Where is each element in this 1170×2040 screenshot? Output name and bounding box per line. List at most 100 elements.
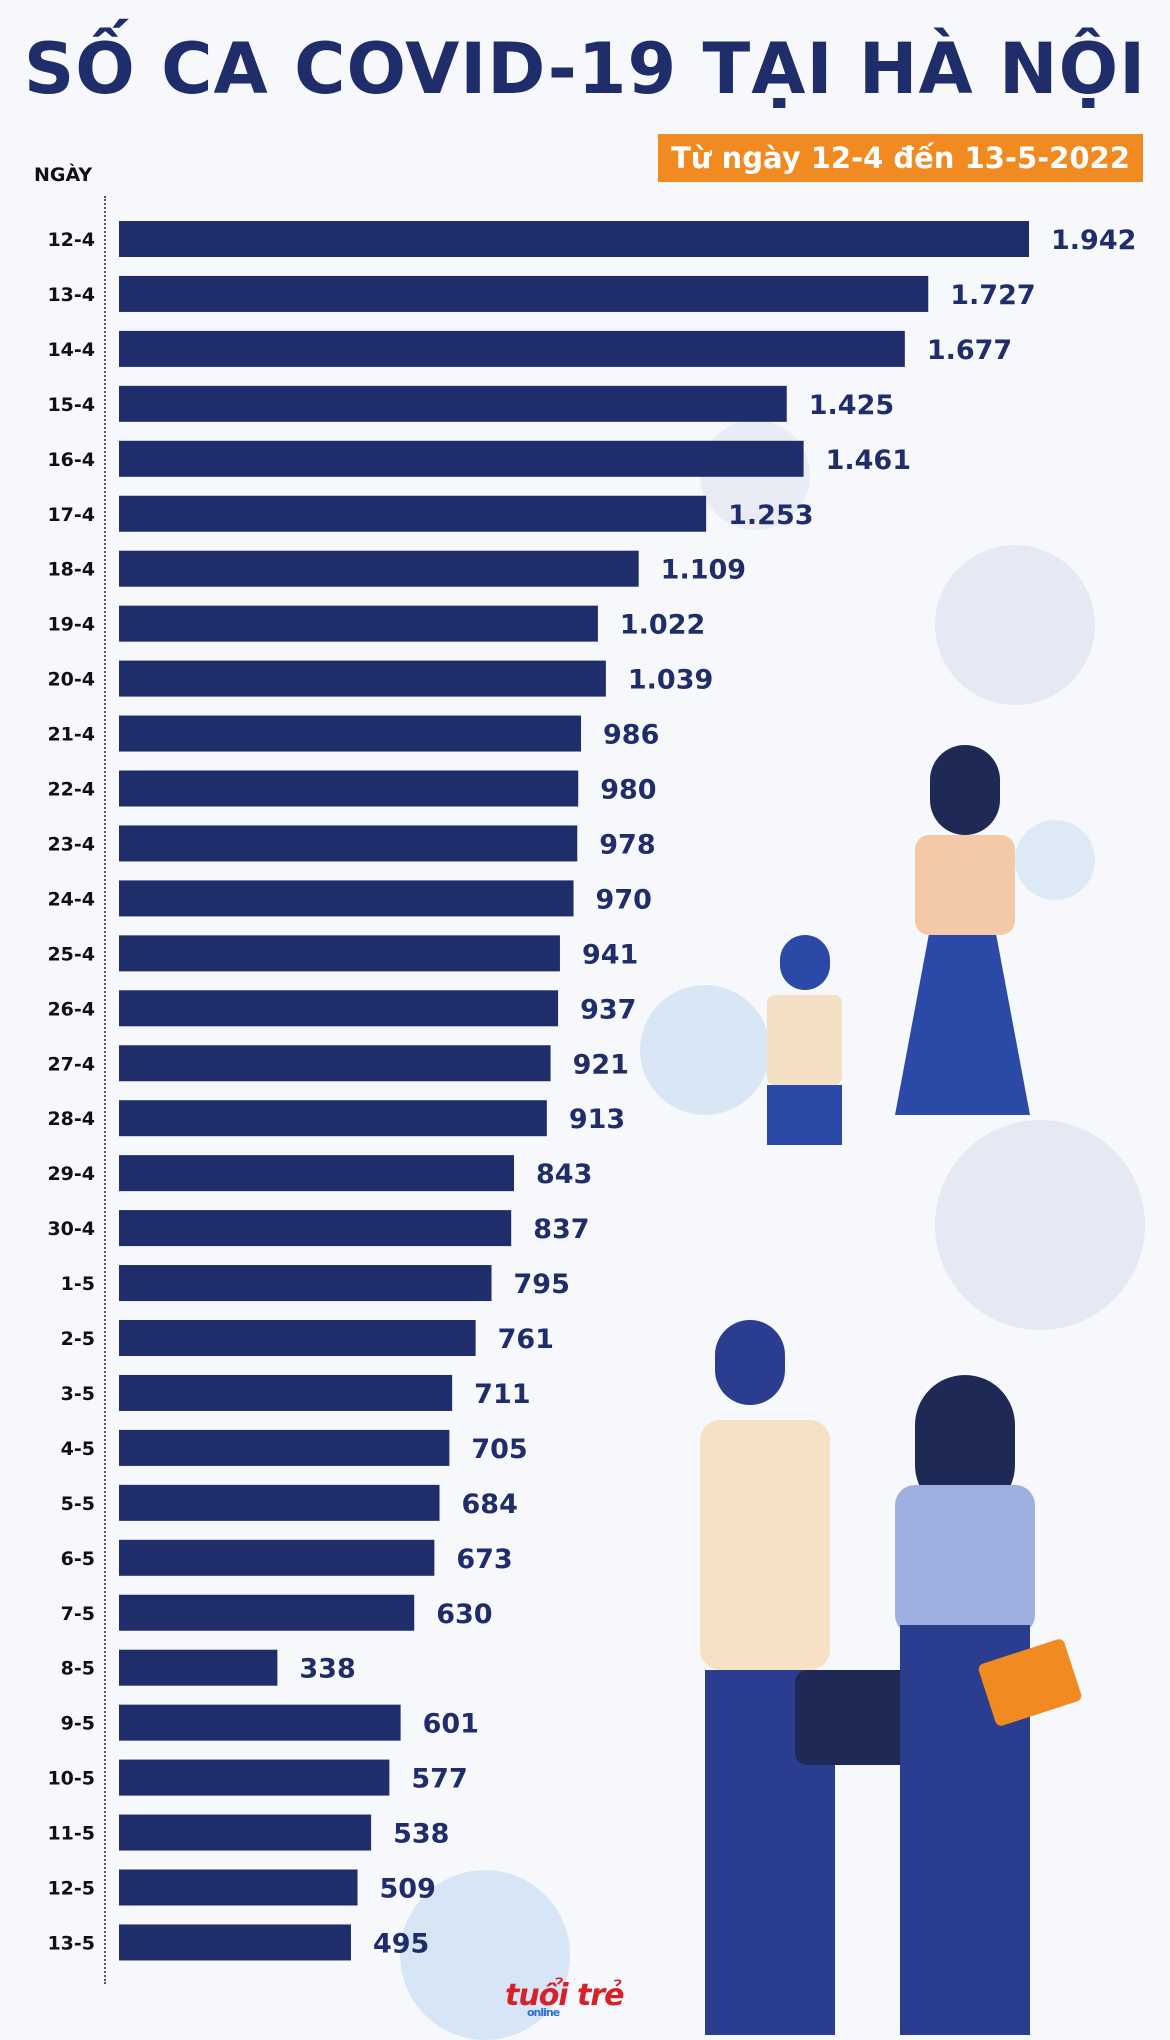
bar-17-4	[119, 495, 707, 532]
bar-11-5	[119, 1814, 372, 1851]
value-label: 495	[373, 1928, 429, 1959]
category-label: 20-4	[47, 669, 95, 691]
category-label: 30-4	[47, 1218, 95, 1240]
bar-28-4	[119, 1100, 547, 1137]
bar-22-4	[119, 770, 579, 807]
category-label: 28-4	[47, 1108, 95, 1130]
category-label: 12-5	[47, 1878, 95, 1900]
bar-1-5	[119, 1265, 492, 1302]
value-label: 843	[536, 1159, 592, 1190]
value-label: 921	[573, 1049, 629, 1080]
value-label: 795	[514, 1269, 570, 1300]
category-label: 6-5	[61, 1548, 95, 1570]
tuoi-tre-logo: tuổi trẻ online	[505, 1978, 625, 2019]
value-label: 705	[471, 1434, 527, 1465]
woman-illustration	[895, 745, 1035, 1255]
category-label: 23-4	[47, 833, 95, 855]
value-label: 941	[582, 939, 638, 970]
value-label: 837	[533, 1214, 589, 1245]
bar-6-5	[119, 1539, 435, 1576]
value-label: 1.677	[927, 335, 1012, 366]
category-label: 9-5	[61, 1713, 95, 1735]
value-label: 1.425	[809, 390, 894, 421]
bar-8-5	[119, 1649, 278, 1686]
value-label: 338	[299, 1654, 355, 1685]
category-label: 22-4	[47, 779, 95, 801]
category-label: 5-5	[61, 1493, 95, 1515]
value-label: 937	[580, 994, 636, 1025]
category-label: 4-5	[61, 1438, 95, 1460]
bar-24-4	[119, 880, 574, 917]
value-label: 577	[411, 1764, 467, 1795]
virus-decoration	[640, 985, 770, 1115]
bar-18-4	[119, 550, 639, 587]
value-label: 509	[380, 1874, 436, 1905]
category-label: 25-4	[47, 943, 95, 965]
virus-decoration	[400, 1870, 570, 2040]
y-axis-title: NGÀY	[34, 164, 93, 186]
value-label: 1.461	[826, 445, 911, 476]
bar-26-4	[119, 990, 559, 1027]
bar-15-4	[119, 385, 787, 422]
bar-30-4	[119, 1210, 512, 1247]
value-label: 711	[474, 1379, 530, 1410]
value-label: 970	[596, 884, 652, 915]
bar-4-5	[119, 1429, 450, 1466]
bar-13-4	[119, 275, 929, 312]
bar-7-5	[119, 1594, 415, 1631]
category-label: 3-5	[61, 1383, 95, 1405]
category-label: 2-5	[61, 1328, 95, 1350]
category-label: 18-4	[47, 559, 95, 581]
value-label: 913	[569, 1104, 625, 1135]
category-label: 24-4	[47, 888, 95, 910]
category-label: 19-4	[47, 614, 95, 636]
category-label: 8-5	[61, 1658, 95, 1680]
bar-5-5	[119, 1484, 440, 1521]
value-label: 673	[456, 1544, 512, 1575]
bar-14-4	[119, 330, 905, 367]
bar-13-5	[119, 1924, 351, 1961]
bar-29-4	[119, 1155, 515, 1192]
bar-12-4	[119, 221, 1029, 257]
bar-12-5	[119, 1869, 358, 1906]
bar-21-4	[119, 715, 582, 752]
bar-27-4	[119, 1045, 551, 1082]
virus-decoration	[935, 545, 1095, 705]
category-label: 1-5	[61, 1273, 95, 1295]
value-label: 978	[599, 829, 655, 860]
y-axis-line	[104, 196, 106, 1984]
value-label: 1.109	[661, 555, 746, 586]
value-label: 1.022	[620, 610, 705, 641]
category-label: 13-4	[47, 284, 95, 306]
virus-decoration	[1015, 820, 1095, 900]
category-label: 29-4	[47, 1163, 95, 1185]
category-label: 21-4	[47, 724, 95, 746]
category-label: 10-5	[47, 1768, 95, 1790]
child-illustration	[755, 935, 855, 1255]
bar-10-5	[119, 1759, 390, 1796]
value-label: 761	[498, 1324, 554, 1355]
bar-20-4	[119, 660, 606, 697]
value-label: 538	[393, 1819, 449, 1850]
chart-title: SỐ CA COVID-19 TẠI HÀ NỘI	[23, 28, 1147, 110]
bar-23-4	[119, 825, 578, 862]
bar-3-5	[119, 1374, 453, 1411]
category-label: 16-4	[47, 449, 95, 471]
category-label: 12-4	[47, 229, 95, 251]
value-label: 1.942	[1051, 225, 1136, 256]
value-label: 630	[436, 1599, 492, 1630]
category-label: 17-4	[47, 504, 95, 526]
bar-9-5	[119, 1704, 401, 1741]
value-label: 1.727	[950, 280, 1035, 311]
value-label: 1.039	[628, 665, 713, 696]
value-label: 601	[423, 1709, 479, 1740]
bar-19-4	[119, 605, 598, 642]
value-label: 980	[600, 775, 656, 806]
virus-decoration	[935, 1120, 1145, 1330]
bar-25-4	[119, 935, 560, 972]
category-label: 7-5	[61, 1603, 95, 1625]
category-label: 13-5	[47, 1932, 95, 1954]
date-range-badge: Từ ngày 12-4 đến 13-5-2022	[658, 134, 1143, 182]
bar-16-4	[119, 440, 804, 477]
